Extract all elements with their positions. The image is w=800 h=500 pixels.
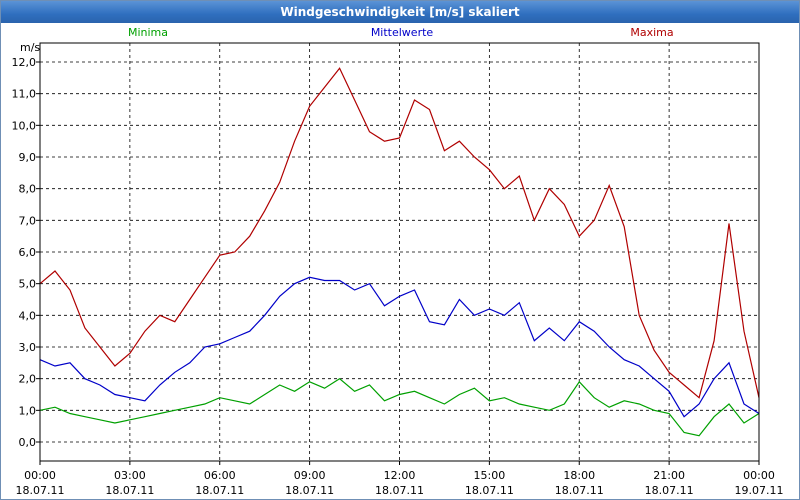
y-tick-label: 8,0 [19, 183, 37, 196]
y-tick-label: 4,0 [19, 309, 37, 322]
x-tick-date-label: 18.07.11 [105, 484, 154, 497]
x-tick-time-label: 00:00 [24, 469, 56, 482]
x-tick-date-label: 18.07.11 [375, 484, 424, 497]
x-tick-time-label: 12:00 [384, 469, 416, 482]
y-tick-label: 7,0 [19, 214, 37, 227]
x-tick-date-label: 19.07.11 [735, 484, 784, 497]
legend: Minima Mittelwerte Maxima [128, 26, 674, 39]
y-tick-label: 1,0 [19, 404, 37, 417]
x-tick-date-label: 18.07.11 [195, 484, 244, 497]
series-line-maxima [39, 67, 760, 399]
x-tick-time-label: 03:00 [114, 469, 146, 482]
y-tick-label: 5,0 [19, 278, 37, 291]
x-tick-date-label: 18.07.11 [285, 484, 334, 497]
x-tick-time-label: 18:00 [563, 469, 595, 482]
x-tick-time-label: 09:00 [294, 469, 326, 482]
y-tick-label: 3,0 [19, 341, 37, 354]
chart-title: Windgeschwindigkeit [m/s] skaliert [1, 1, 799, 23]
x-tick-time-label: 06:00 [204, 469, 236, 482]
y-tick-label: 6,0 [19, 246, 37, 259]
y-tick-label: 12,0 [12, 56, 37, 69]
y-tick-label: 2,0 [19, 373, 37, 386]
series-line-mittelwerte [39, 276, 760, 418]
x-tick-date-label: 18.07.11 [16, 484, 65, 497]
y-axis-label: m/s [20, 41, 40, 54]
x-tick-date-label: 18.07.11 [465, 484, 514, 497]
legend-maxima: Maxima [630, 26, 673, 39]
y-tick-label: 9,0 [19, 151, 37, 164]
x-tick-date-label: 18.07.11 [555, 484, 604, 497]
x-tick-date-label: 18.07.11 [645, 484, 694, 497]
axes: 12,0 11,0 10,0 9,0 8,0 7,0 6,0 5,0 4,0 3,0 2,0 1,0 0… [12, 41, 784, 497]
y-tick-label: 11,0 [12, 88, 37, 101]
x-tick-time-label: 15:00 [474, 469, 506, 482]
legend-mittelwerte: Mittelwerte [371, 26, 434, 39]
series-line-minima [39, 377, 760, 437]
legend-minima: Minima [128, 26, 168, 39]
series-lines [39, 67, 760, 437]
y-tick-label: 10,0 [12, 119, 37, 132]
x-tick-time-label: 00:00 [743, 469, 775, 482]
x-tick-time-label: 21:00 [653, 469, 685, 482]
y-tick-label: 0,0 [19, 436, 37, 449]
